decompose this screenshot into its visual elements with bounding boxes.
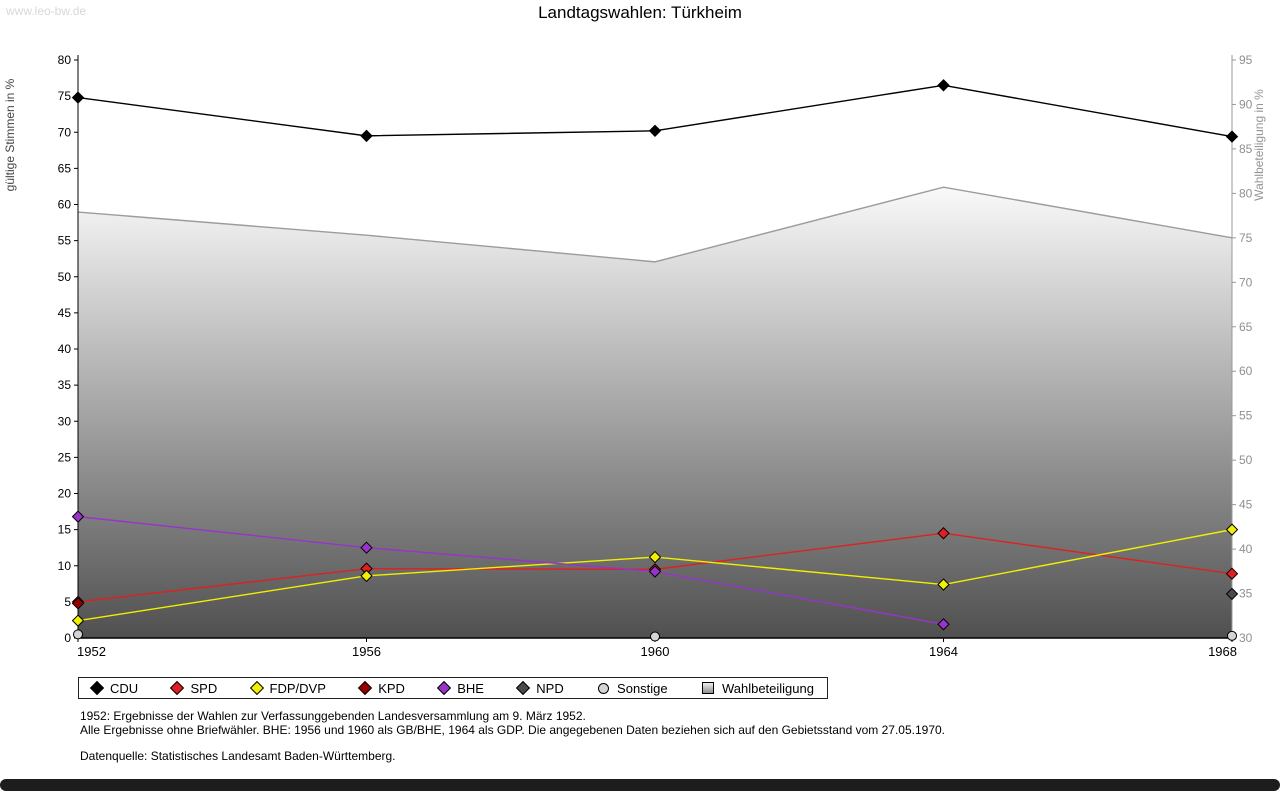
- data-point-fdp-dvp: [71, 614, 85, 627]
- data-point-spd: [937, 527, 950, 540]
- svg-text:90: 90: [1239, 97, 1253, 111]
- svg-text:80: 80: [58, 53, 72, 67]
- svg-text:25: 25: [58, 450, 72, 464]
- legend-label: BHE: [457, 680, 484, 696]
- data-point-cdu: [1225, 130, 1239, 143]
- legend-item-spd: SPD: [170, 680, 218, 696]
- right-axis-label: Wahlbeteiligung in %: [1252, 89, 1266, 201]
- svg-text:1952: 1952: [77, 644, 106, 659]
- svg-text:55: 55: [1239, 409, 1253, 423]
- svg-text:75: 75: [58, 89, 72, 103]
- series-npd: [1225, 587, 1239, 601]
- legend-label: Wahlbeteiligung: [721, 680, 814, 696]
- svg-text:40: 40: [1239, 542, 1253, 556]
- series-sonstige: [73, 629, 1237, 642]
- svg-text:30: 30: [58, 414, 72, 428]
- left-axis-label: gültige Stimmen in %: [3, 78, 17, 191]
- legend-label: FDP/DVP: [269, 680, 326, 696]
- legend-item-fdp-dvp: FDP/DVP: [249, 680, 326, 696]
- legend-item-cdu: CDU: [89, 680, 139, 696]
- data-point-sonstige: [1227, 630, 1237, 641]
- page-title: Landtagswahlen: Türkheim: [538, 3, 742, 22]
- data-point-kpd: [71, 597, 85, 610]
- data-source-note: Datenquelle: Statistisches Landesamt Bad…: [80, 749, 396, 763]
- svg-text:35: 35: [1239, 587, 1253, 601]
- svg-text:20: 20: [58, 487, 72, 501]
- svg-text:45: 45: [58, 306, 72, 320]
- series-fdp-dvp: [71, 523, 1239, 627]
- data-point-cdu: [360, 129, 373, 143]
- svg-text:55: 55: [58, 234, 72, 248]
- legend-label: SPD: [190, 680, 218, 696]
- svg-text:40: 40: [58, 342, 72, 356]
- watermark: www.leo-bw.de: [6, 4, 87, 18]
- svg-text:95: 95: [1239, 53, 1253, 67]
- svg-text:1964: 1964: [929, 644, 958, 659]
- footnote-1: 1952: Ergebnisse der Wahlen zur Verfassu…: [80, 709, 586, 723]
- data-point-fdp-dvp: [1225, 523, 1239, 536]
- svg-text:80: 80: [1239, 186, 1253, 200]
- window-bottom-border: [0, 779, 1280, 791]
- svg-text:1968: 1968: [1208, 644, 1237, 659]
- svg-text:65: 65: [58, 161, 72, 175]
- data-point-fdp-dvp: [360, 569, 373, 583]
- svg-text:1956: 1956: [352, 644, 381, 659]
- svg-text:65: 65: [1239, 320, 1253, 334]
- legend-item-sonstige: Sonstige: [598, 681, 668, 696]
- data-point-bhe: [360, 541, 373, 554]
- legend-item-kpd: KPD: [358, 680, 405, 696]
- data-point-cdu: [648, 124, 662, 138]
- circle-marker-icon: [598, 682, 610, 694]
- legend-item-npd: NPD: [516, 680, 564, 696]
- svg-text:35: 35: [58, 378, 72, 392]
- series-cdu: [71, 79, 1239, 143]
- diamond-marker-icon: [516, 680, 531, 696]
- svg-text:75: 75: [1239, 231, 1253, 245]
- svg-text:5: 5: [64, 595, 71, 609]
- svg-text:45: 45: [1239, 498, 1253, 512]
- diamond-marker-icon: [170, 680, 185, 696]
- series-kpd: [71, 597, 85, 610]
- data-point-bhe: [937, 618, 950, 631]
- data-point-sonstige: [73, 629, 83, 640]
- data-point-fdp-dvp: [648, 550, 662, 564]
- svg-text:60: 60: [58, 198, 72, 212]
- data-point-bhe: [648, 565, 662, 578]
- data-point-sonstige: [650, 631, 660, 642]
- data-point-npd: [1225, 587, 1239, 601]
- svg-text:10: 10: [58, 559, 72, 573]
- legend-label: NPD: [536, 680, 564, 696]
- svg-text:15: 15: [58, 523, 72, 537]
- legend-item-bhe: BHE: [437, 680, 484, 696]
- series-bhe: [71, 510, 950, 631]
- data-point-bhe: [71, 510, 85, 523]
- diamond-marker-icon: [89, 680, 105, 696]
- svg-text:1960: 1960: [641, 644, 670, 659]
- data-point-cdu: [71, 91, 85, 104]
- series-wahlbeteiligung: [77, 186, 1233, 638]
- diamond-marker-icon: [249, 680, 264, 696]
- svg-text:85: 85: [1239, 142, 1253, 156]
- data-point-spd: [1225, 567, 1239, 580]
- legend-label: KPD: [378, 680, 405, 696]
- legend-label: Sonstige: [617, 680, 668, 696]
- svg-text:30: 30: [1239, 631, 1253, 645]
- svg-text:50: 50: [58, 270, 72, 284]
- svg-text:70: 70: [58, 125, 72, 139]
- election-chart: 0 5 10 15 20 25 30 35 40 45 50 55 60 65 70 75 80 30 35 40 45…: [3, 53, 1266, 659]
- data-point-cdu: [937, 79, 950, 92]
- svg-text:60: 60: [1239, 364, 1253, 378]
- svg-text:70: 70: [1239, 275, 1253, 289]
- svg-text:50: 50: [1239, 453, 1253, 467]
- legend-label: CDU: [110, 680, 139, 696]
- square-marker-icon: [701, 682, 714, 694]
- diamond-marker-icon: [437, 680, 452, 696]
- footnote-2: Alle Ergebnisse ohne Briefwähler. BHE: 1…: [80, 723, 946, 737]
- legend-item-wahlbeteiligung: Wahlbeteiligung: [701, 680, 814, 696]
- diamond-marker-icon: [358, 680, 373, 696]
- svg-text:0: 0: [64, 631, 71, 645]
- data-point-fdp-dvp: [937, 578, 950, 591]
- legend: CDU SPD FDP/DVP KPD BHE NPD Sonstige Wahlbeteil…: [78, 677, 828, 699]
